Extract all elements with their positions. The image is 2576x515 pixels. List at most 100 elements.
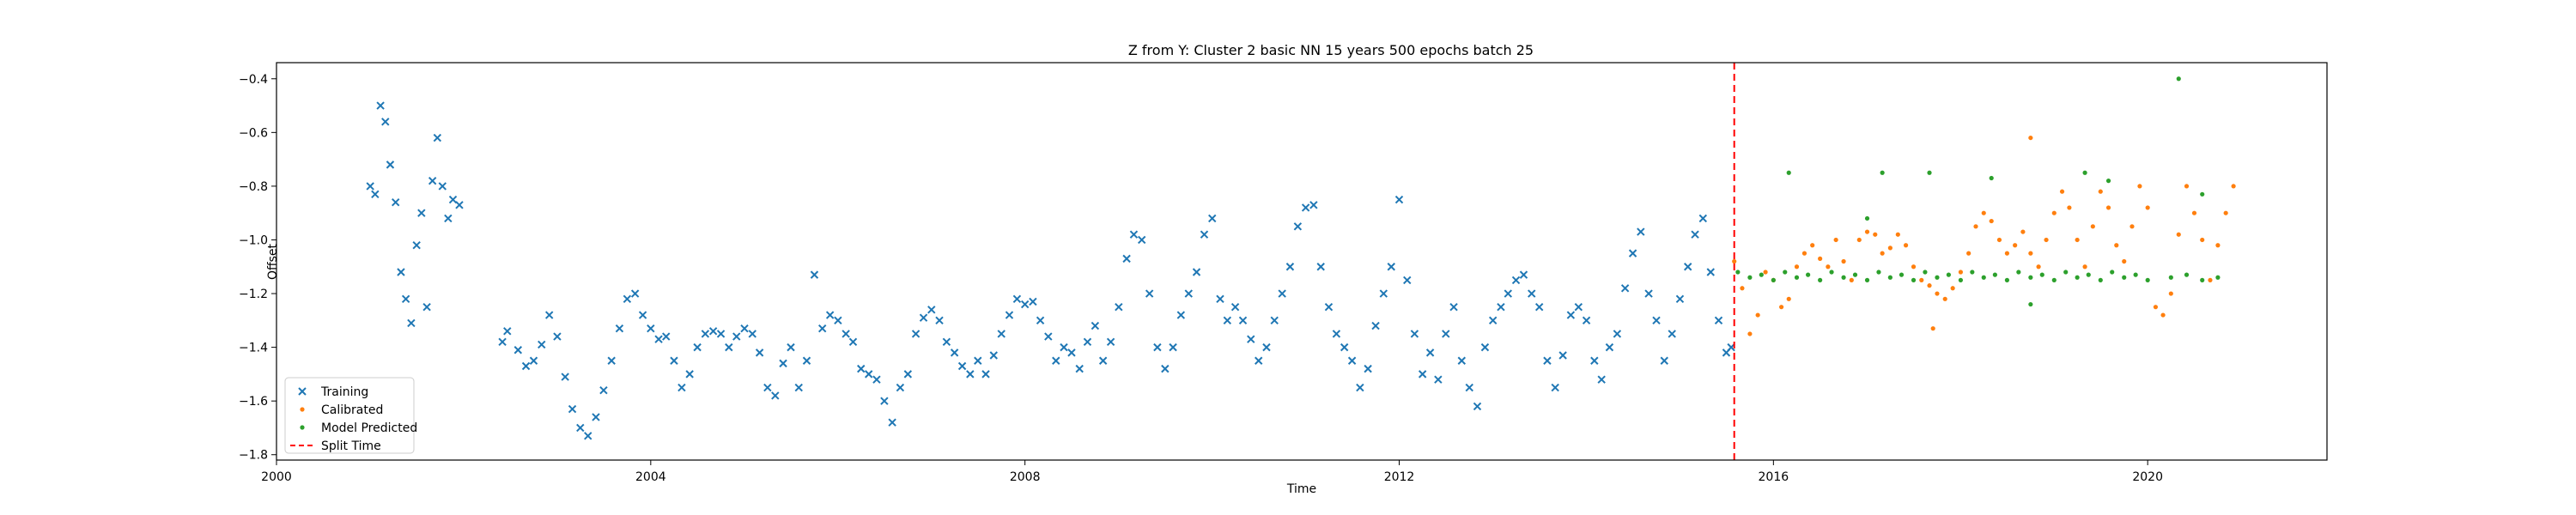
data-point — [2215, 275, 2221, 280]
data-point — [1935, 275, 1940, 280]
data-point — [599, 385, 608, 395]
data-point — [1852, 272, 1858, 277]
data-point — [1418, 370, 1427, 379]
data-point — [1887, 275, 1893, 280]
data-point — [1880, 251, 1885, 256]
data-point — [1794, 275, 1800, 280]
data-point — [647, 324, 655, 333]
data-point — [1930, 326, 1935, 331]
data-point — [1919, 277, 1924, 282]
data-point — [444, 214, 453, 223]
data-point — [2110, 270, 2115, 275]
legend-entry: Split Time — [290, 439, 381, 453]
y-tick-label: −1.8 — [239, 449, 268, 463]
data-point — [2090, 224, 2095, 229]
data-point — [376, 101, 385, 110]
data-point — [1747, 331, 1753, 336]
data-point — [989, 351, 998, 360]
data-point — [2063, 270, 2069, 275]
data-point — [1457, 356, 1467, 365]
data-point — [1169, 342, 1177, 352]
data-point — [1278, 289, 1286, 298]
data-point — [1864, 215, 1870, 221]
data-point — [662, 332, 671, 341]
data-point — [763, 383, 772, 392]
legend-entry: Calibrated — [300, 403, 383, 417]
data-point — [1644, 289, 1653, 298]
data-point — [981, 370, 990, 379]
data-point — [748, 330, 756, 338]
data-point — [1216, 294, 1224, 304]
data-point — [2200, 191, 2205, 197]
data-point — [2200, 277, 2205, 282]
data-point — [903, 370, 913, 379]
data-point — [2223, 210, 2228, 215]
data-point — [2039, 272, 2044, 277]
x-axis: 2000 2004 2008 2012 2016 2020 — [261, 460, 2163, 484]
data-point — [2176, 76, 2181, 82]
data-point — [538, 340, 546, 349]
data-point — [787, 342, 795, 352]
data-point — [2200, 237, 2205, 243]
data-point — [2129, 224, 2135, 229]
plot-frame — [276, 62, 2328, 461]
data-point — [615, 324, 624, 333]
data-point — [412, 241, 421, 250]
data-point — [576, 423, 585, 433]
data-point — [1801, 251, 1807, 256]
legend: Training Calibrated Model Predicted Split T… — [284, 377, 417, 454]
data-point — [1747, 275, 1753, 280]
data-point — [1864, 277, 1870, 282]
data-point — [1480, 342, 1490, 352]
data-point — [888, 418, 896, 427]
data-point — [1818, 256, 1823, 261]
data-point — [2028, 275, 2033, 280]
data-point — [654, 335, 663, 343]
data-point — [1145, 289, 1154, 298]
data-point — [2145, 205, 2150, 210]
data-point — [407, 318, 416, 328]
data-point — [2231, 184, 2236, 189]
data-point — [1184, 289, 1193, 298]
data-point — [2191, 210, 2197, 215]
data-point — [1981, 275, 1986, 280]
data-point — [584, 432, 592, 440]
legend-marker — [300, 407, 305, 412]
data-point — [503, 327, 512, 336]
data-point — [2176, 232, 2181, 237]
data-point — [1371, 321, 1380, 330]
data-point — [1927, 283, 1932, 288]
data-point — [1740, 286, 1745, 291]
data-point — [1989, 218, 1994, 224]
data-point — [1771, 277, 1776, 282]
data-point — [825, 311, 835, 319]
data-point — [2051, 277, 2057, 282]
data-point — [927, 306, 936, 314]
data-point — [1973, 224, 1978, 229]
data-point — [2215, 243, 2221, 248]
legend-entry: Training — [298, 385, 368, 399]
data-point — [1958, 277, 1964, 282]
data-point — [1558, 351, 1567, 360]
data-point — [1153, 342, 1162, 352]
data-point — [498, 337, 507, 347]
data-point — [1247, 335, 1255, 343]
data-point — [2208, 277, 2213, 282]
data-point — [2028, 301, 2033, 307]
legend-label: Training — [320, 385, 368, 399]
data-point — [1356, 383, 1364, 392]
data-point — [1927, 170, 1932, 175]
data-point — [1590, 356, 1599, 365]
data-point — [1856, 237, 1862, 243]
y-tick-label: −1.2 — [239, 288, 268, 301]
data-point — [1992, 272, 1997, 277]
data-point — [1950, 286, 1955, 291]
data-point — [864, 370, 873, 379]
data-point — [630, 289, 640, 298]
data-point — [802, 356, 811, 365]
data-point — [1996, 237, 2002, 243]
data-point — [2013, 243, 2018, 248]
data-point — [2098, 189, 2103, 194]
data-point — [1192, 268, 1201, 276]
